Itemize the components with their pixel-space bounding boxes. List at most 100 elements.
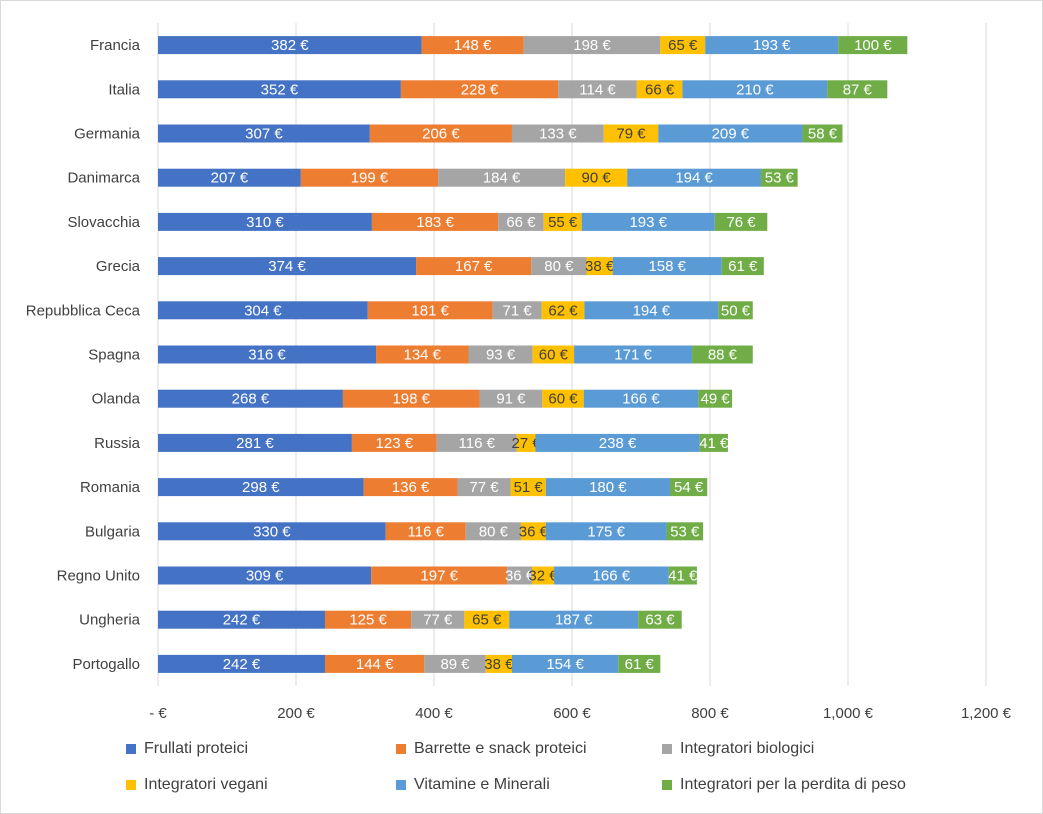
x-tick-label: 800 € [691,705,729,722]
bar-segment [342,389,480,408]
data-label: 53 € [765,170,795,187]
data-label: 65 € [668,37,698,54]
legend-item: Integratori biologici [662,740,814,758]
category-label: Grecia [96,258,141,275]
category-label: Spagna [88,347,140,364]
bar-segment [583,389,699,408]
data-label: 100 € [854,37,892,54]
bar-segment [158,257,417,276]
data-label: 210 € [736,81,774,98]
bar-segment [554,566,669,585]
data-label: 36 € [519,523,549,540]
bar-segment [511,654,619,673]
data-label: 77 € [469,479,499,496]
bar-segment [424,654,486,673]
bar-segment [658,124,803,143]
bar-segment [158,654,325,673]
x-tick-label: 600 € [553,705,591,722]
category-label: Francia [90,37,141,54]
bar-segment [492,301,542,320]
data-label: 175 € [587,523,625,540]
bar-segment [324,610,412,629]
bar-segment [802,124,843,143]
data-label: 36 € [505,568,535,585]
bar-segment [158,124,370,143]
data-label: 197 € [420,568,458,585]
bar-segment [574,345,693,364]
data-label: 167 € [455,258,493,275]
category-label: Russia [94,435,141,452]
bar-segment [158,433,352,452]
x-tick-label: 200 € [277,705,315,722]
x-axis-tick-labels: - € 200 € 400 € 600 € 800 € 1,000 € 1,200 € [149,705,1011,722]
data-label: 50 € [721,302,751,319]
bar-segment [158,522,386,541]
bar-segment [542,389,584,408]
legend-label: Integratori vegani [144,776,268,793]
bar-segment [371,566,508,585]
bar-segment [541,301,585,320]
data-label: 193 € [753,37,791,54]
data-label: 116 € [408,523,445,540]
bar-segment [438,168,566,187]
bar-segment [586,257,613,276]
legend-label: Vitamine e Minerali [414,776,550,793]
data-label: 209 € [712,126,750,143]
legend-swatch [126,744,136,754]
category-labels: Francia Italia Germania Danimarca Slovacchia… [26,37,141,673]
data-label: 63 € [645,612,675,629]
category-label: Danimarca [67,170,140,187]
bar-segment [158,80,401,99]
data-label: 58 € [808,126,838,143]
data-label: 193 € [629,214,667,231]
data-label: 80 € [479,523,509,540]
data-label: 60 € [548,391,578,408]
bar-segment [158,36,422,55]
bar-segment [660,36,706,55]
legend-item: Integratori vegani [126,776,268,794]
bar-segment [400,80,559,99]
data-label: 352 € [261,81,299,98]
bar-segment [612,257,722,276]
bar-segment [509,610,639,629]
data-label: 91 € [496,391,526,408]
data-label: 199 € [351,170,389,187]
bar-segment [367,301,493,320]
data-label: 198 € [573,37,611,54]
bar-segment [507,566,532,585]
bar-segment [369,124,512,143]
data-label: 88 € [708,347,738,364]
data-label: 136 € [392,479,430,496]
category-label: Slovacchia [67,214,140,231]
legend-label: Integratori per la perdita di peso [680,776,906,793]
data-label: 330 € [253,523,291,540]
data-label: 32 € [528,568,558,585]
data-label: 382 € [271,37,309,54]
bar-segment [464,610,510,629]
bar-segment [558,80,637,99]
data-label: 242 € [223,656,261,673]
data-label: 304 € [244,302,282,319]
data-label: 76 € [726,214,756,231]
data-label: 60 € [539,347,569,364]
bar-segment [581,212,715,231]
bar-segment [498,212,544,231]
bar-segment [411,610,465,629]
data-label: 62 € [548,302,578,319]
data-label: 80 € [544,258,574,275]
data-label: 207 € [211,170,249,187]
bar-segment [158,212,372,231]
data-label: 66 € [506,214,536,231]
data-label: 148 € [454,37,492,54]
bar-segment [705,36,839,55]
category-label: Ungheria [79,612,141,629]
data-label: 116 € [459,435,496,452]
bar-segment [531,257,587,276]
data-label: 90 € [582,170,612,187]
bar-segment [682,80,828,99]
legend-swatch [396,780,406,790]
data-label: 310 € [246,214,284,231]
data-label: 38 € [484,656,514,673]
data-label: 194 € [633,302,671,319]
